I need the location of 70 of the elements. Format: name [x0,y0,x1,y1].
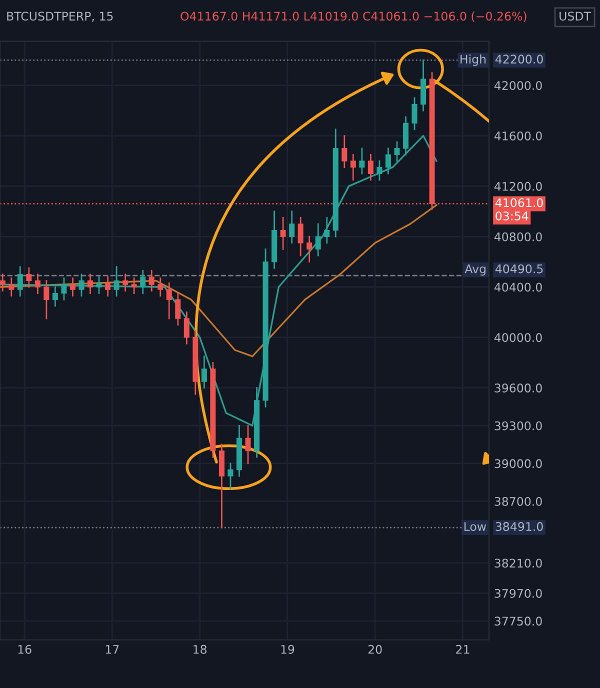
candlestick [122,274,128,292]
ref-line-label: 40490.5 [495,264,543,274]
candlestick [34,274,40,294]
candlestick [280,217,286,250]
text: USDT [560,12,592,21]
candlestick [8,277,14,297]
candlestick [289,210,295,244]
x-tick-label: 19 [281,644,294,654]
candlestick [228,462,234,490]
y-tick-label: 38210.0 [494,558,542,568]
candlestick [306,236,312,262]
ref-line-label: 38491.0 [496,522,543,531]
candlestick [131,277,137,294]
candlestick [166,282,172,320]
candlestick [201,356,207,389]
candlestick [175,292,181,326]
text: 03:54 [496,211,528,220]
candlestick [140,270,146,294]
y-tick-label: 40400.0 [494,282,542,292]
y-tick-label: 42000.0 [494,81,542,90]
x-tick-label: 18 [194,644,207,654]
candlestick [70,277,76,297]
candlestick [350,154,356,181]
candlestick [0,274,6,292]
candlestick [376,160,382,181]
y-tick-label: 39000.0 [494,459,542,468]
candlestick [324,217,330,244]
chart-subtitle: O41167.0 H41171.0 L41019.0 C41061.0 −106.0 (−0.26%) [180,12,526,22]
candlestick [359,148,365,174]
x-tick-label: 16 [18,644,32,654]
x-tick-label: 17 [106,645,119,654]
annotation: Low [464,522,486,531]
annotation: High [460,54,486,66]
candlestick [88,274,94,294]
candlestick [96,276,102,294]
candlestick [394,141,400,162]
candlestick [105,276,111,297]
x-tick-label: 21 [456,644,470,654]
candlestick [412,97,418,130]
candlestick [315,223,321,256]
y-tick-label: 38700.0 [494,496,542,506]
annotation: Avg [464,264,486,276]
line-series [0,204,438,358]
candlestick [148,270,154,292]
candlestick [385,148,391,174]
y-tick-label: 41600.0 [494,132,542,140]
x-tick-label: 20 [368,644,382,654]
y-tick-label: 37970.0 [494,588,542,598]
candlestick [368,154,374,181]
y-tick-label: 37750.0 [494,616,542,626]
candlestick [78,274,84,297]
chart-title: BTCUSDTPERP, 15 [7,12,113,22]
candlestick [44,280,50,320]
y-tick-label: 41200.0 [494,182,542,191]
candlestick [342,135,348,168]
candlestick [298,217,304,256]
y-tick-label: 39300.0 [494,421,542,430]
ref-line-label: 42200.0 [495,54,543,64]
candlestick [52,286,58,307]
candlestick [158,277,164,297]
candlestick [184,312,190,344]
y-tick-label: 39600.0 [494,384,542,392]
candlestick [17,266,23,297]
y-tick-label: 40000.0 [494,333,542,342]
candlestick [114,266,120,297]
candlestick [61,277,67,300]
ref-line-label: 41061.0 [495,198,543,208]
candlestick [245,424,251,464]
candlestick [26,267,32,288]
y-tick-label: 40800.0 [494,232,542,242]
